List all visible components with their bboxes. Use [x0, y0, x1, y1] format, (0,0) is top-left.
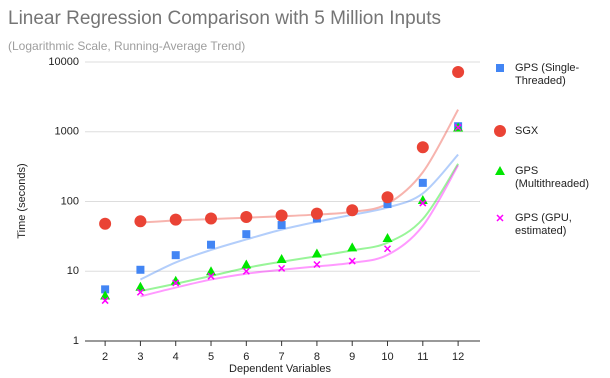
marker — [101, 285, 110, 294]
chart-title: Linear Regression Comparison with 5 Mill… — [8, 8, 441, 29]
marker — [242, 267, 250, 275]
marker — [381, 191, 394, 204]
marker — [347, 242, 358, 252]
marker — [135, 281, 146, 291]
marker — [417, 195, 428, 205]
x-tick-label: 12 — [452, 351, 464, 363]
y-axis-title: Time (seconds) — [16, 163, 28, 238]
legend-label: SGX — [515, 125, 539, 137]
x-tick-label: 11 — [417, 351, 428, 363]
legend-label: GPS (GPU, estimated) — [515, 212, 572, 237]
marker — [454, 123, 462, 132]
x-tick-label: 3 — [137, 351, 143, 363]
chart-subtitle: (Logarithmic Scale, Running-Average Tren… — [8, 39, 245, 53]
trend-line — [140, 109, 459, 224]
marker — [311, 248, 322, 258]
y-tick-label: 100 — [61, 195, 79, 207]
x-axis-title: Dependent Variables — [229, 363, 331, 375]
marker — [496, 214, 504, 222]
trend-line — [139, 153, 459, 281]
marker — [310, 207, 323, 220]
legend-label: GPS (Single-Threaded) — [515, 62, 580, 87]
marker — [169, 213, 182, 226]
marker — [348, 257, 356, 265]
x-tick-label: 5 — [208, 351, 214, 363]
marker — [276, 253, 287, 263]
marker — [241, 259, 252, 269]
marker — [277, 221, 286, 230]
marker — [313, 260, 321, 269]
marker — [383, 200, 392, 209]
marker — [496, 64, 504, 72]
x-tick-label: 9 — [349, 351, 355, 363]
marker — [383, 245, 392, 253]
marker — [99, 217, 112, 230]
x-tick-label: 7 — [279, 351, 285, 363]
marker — [494, 125, 506, 137]
marker — [136, 265, 145, 274]
x-tick-label: 4 — [173, 351, 179, 363]
marker — [416, 141, 429, 154]
marker — [495, 166, 505, 175]
marker — [452, 65, 465, 78]
trend-line — [140, 164, 459, 298]
marker — [171, 251, 180, 260]
x-tick-label: 2 — [102, 351, 108, 363]
marker — [136, 288, 144, 296]
marker — [207, 272, 215, 280]
y-tick-label: 10 — [67, 265, 79, 277]
marker — [205, 212, 218, 225]
x-tick-label: 8 — [314, 351, 320, 363]
marker — [170, 275, 181, 285]
x-tick-label: 10 — [381, 351, 393, 363]
marker — [382, 232, 393, 242]
marker — [207, 240, 216, 249]
marker — [278, 264, 286, 272]
y-tick-label: 1 — [73, 335, 79, 347]
marker — [101, 297, 109, 305]
x-tick-label: 6 — [243, 351, 249, 363]
y-tick-label: 1000 — [55, 126, 79, 138]
marker — [346, 204, 359, 217]
y-tick-label: 10000 — [48, 56, 79, 68]
marker — [172, 279, 180, 287]
marker — [418, 178, 427, 187]
legend-label: GPS (Multithreaded) — [515, 165, 589, 190]
marker — [275, 209, 288, 222]
marker — [419, 199, 427, 207]
trend-line — [140, 163, 459, 293]
marker — [134, 215, 147, 228]
marker — [242, 230, 251, 239]
marker — [240, 210, 253, 223]
